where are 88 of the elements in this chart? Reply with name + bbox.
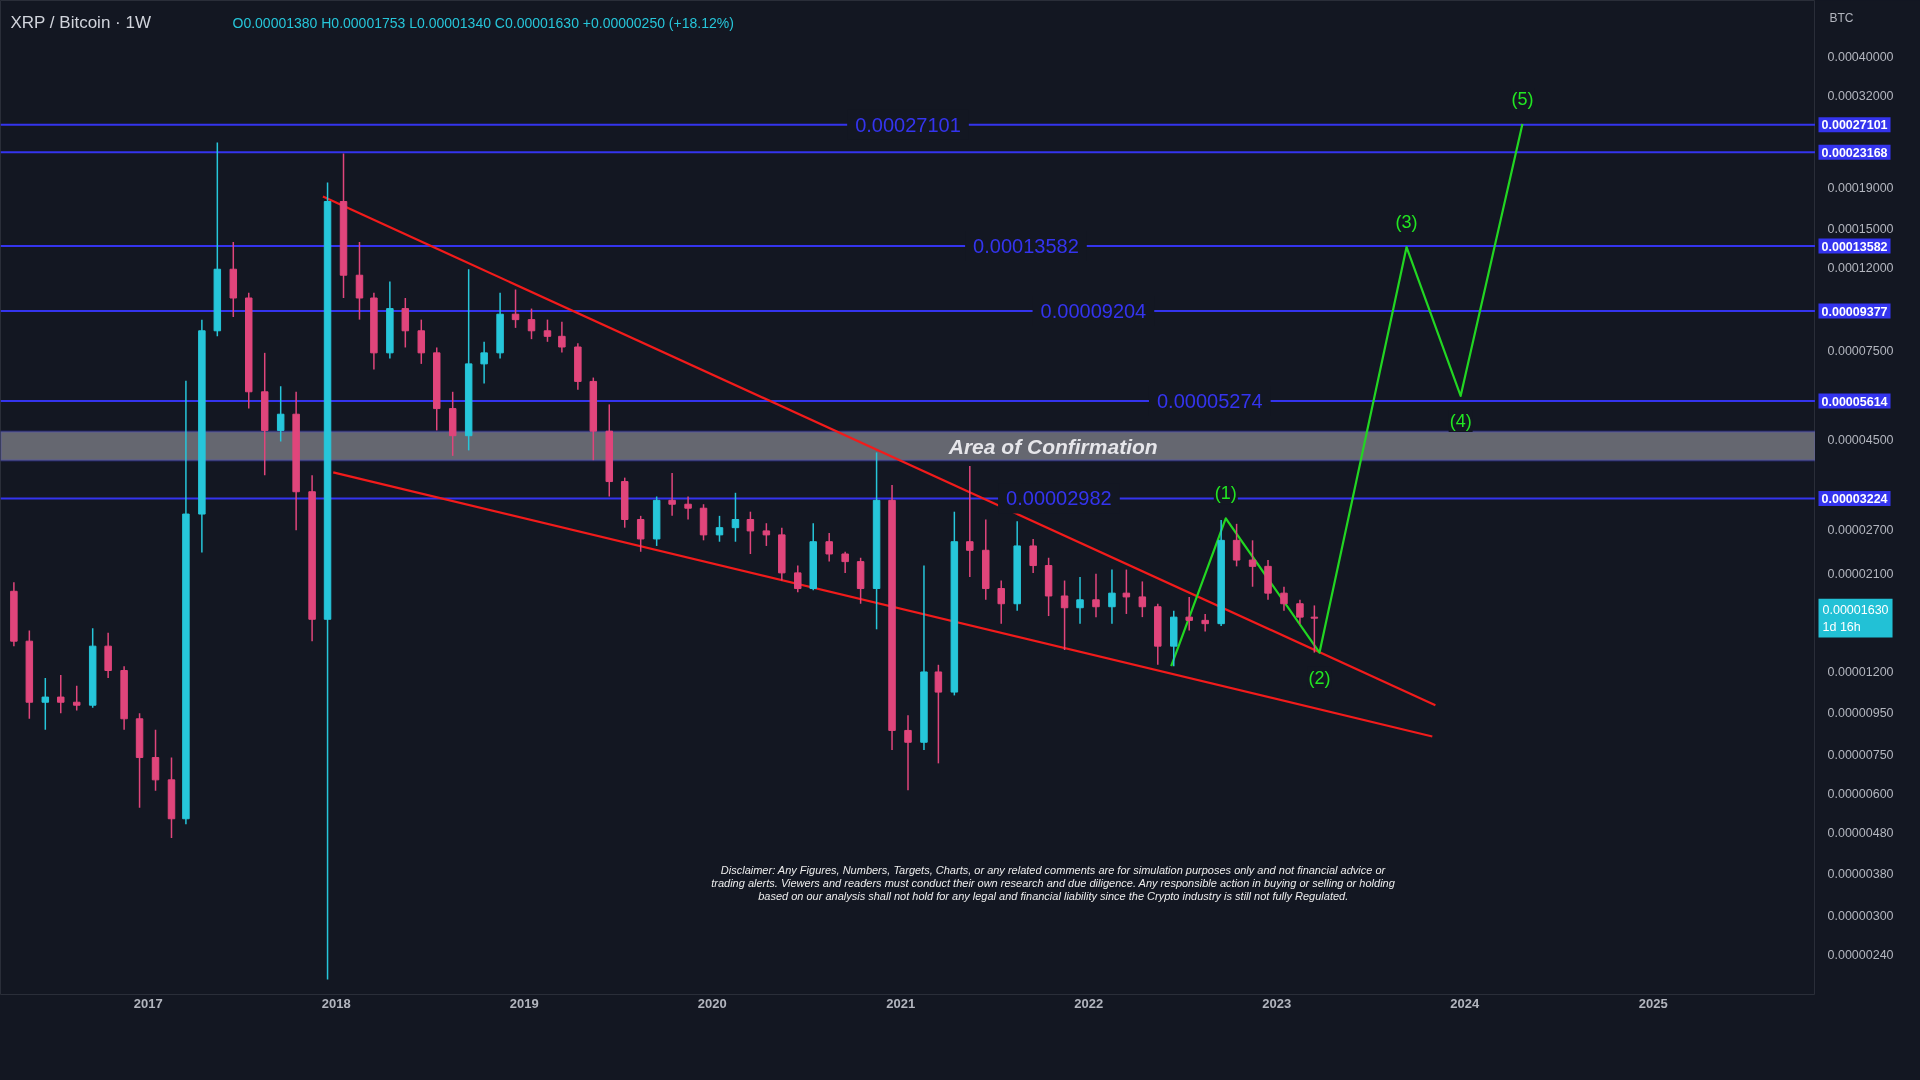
candlestick (1296, 599, 1304, 625)
candlestick (401, 297, 410, 349)
y-tick-label: 0.00015000 (1827, 222, 1894, 237)
y-axis-title: BTC (1829, 10, 1854, 25)
annotation: (4) (1449, 410, 1472, 431)
candlestick (997, 579, 1005, 625)
y-tick-label: 0.00007500 (1827, 343, 1894, 358)
candlestick (1310, 604, 1319, 654)
candlestick (276, 385, 285, 443)
ref-line-label: 0.00009377 (1821, 304, 1888, 319)
candlestick (1108, 568, 1116, 625)
ref-line-label: 0.00003224 (1821, 491, 1888, 506)
candlestick (72, 684, 81, 712)
candlestick (480, 341, 488, 385)
y-tick-label: 0.00002700 (1827, 523, 1894, 538)
ref-line-label: 0.00027101 (1821, 118, 1888, 133)
annotation: (3) (1395, 212, 1418, 233)
candlestick (527, 307, 536, 340)
candlestick (558, 321, 566, 354)
ref-line-label: 0.00013582 (1821, 239, 1888, 254)
band-label: Area of Confirmation (947, 434, 1158, 458)
y-tick-label: 0.00000480 (1827, 826, 1894, 841)
candlestick (151, 729, 160, 792)
x-tick-label: 2020 (697, 995, 727, 1011)
y-tick-label: 0.00000240 (1827, 947, 1894, 962)
x-tick-label: 2019 (509, 995, 539, 1011)
ref-line-label: 0.00023168 (1821, 145, 1888, 160)
candlestick (1201, 613, 1209, 633)
x-tick-label: 2023 (1262, 995, 1292, 1011)
candlestick (57, 674, 65, 714)
text: XRP / Bitcoin · 1W (10, 12, 151, 32)
y-tick-label: 0.00001200 (1827, 665, 1894, 680)
candlestick (636, 515, 645, 553)
x-tick-label: 2022 (1074, 995, 1104, 1011)
candlestick (355, 241, 364, 321)
candlestick (794, 564, 802, 593)
candlestick (543, 318, 552, 343)
candlestick (841, 551, 849, 574)
y-tick-label: 0.00000750 (1827, 747, 1894, 762)
annotation: Disclaimer: Any Figures, Numbers, Targets, Charts, or any related comments are for simulation purposes only and not financial advice or trading alerts. Viewers and readers must conduct their own research and due diligence. Any responsible action in buying or selling or holding based on our analysis shall not hold for any legal and financial liability since the Crypto industry is still not fully Regulated. (711, 863, 1396, 902)
y-tick-label: 0.00040000 (1827, 49, 1894, 64)
candlestick (1122, 568, 1131, 615)
candlestick (715, 515, 724, 543)
candlestick (904, 714, 912, 791)
candlestick (1092, 572, 1100, 618)
candlestick (966, 465, 974, 578)
annotation: (5) (1511, 89, 1534, 110)
y-tick-label: 0.00002100 (1827, 567, 1894, 582)
candlestick (684, 495, 692, 521)
x-tick-label: 2018 (321, 995, 351, 1011)
y-tick-label: 0.00000950 (1827, 706, 1894, 721)
candlestick (1248, 539, 1257, 588)
ref-line-label: 0.00005614 (1821, 394, 1888, 409)
y-tick-label: 0.00000600 (1827, 787, 1894, 802)
candlestick (1060, 579, 1069, 651)
text: 0.00001630 1d 16h (1822, 602, 1889, 634)
annotation: (1) (1214, 483, 1237, 504)
annotation: 0.00027101 (855, 113, 961, 136)
x-tick-label: 2017 (133, 995, 163, 1011)
x-tick-label: 2024 (1450, 995, 1480, 1011)
candlestick (417, 318, 426, 365)
annotation: 0.00013582 (973, 235, 1079, 258)
candlestick (1280, 585, 1288, 612)
y-tick-label: 0.00000300 (1827, 908, 1894, 923)
y-tick-label: 0.00012000 (1827, 261, 1894, 276)
candlestick (825, 532, 833, 563)
candlestick (1138, 580, 1147, 618)
x-tick-label: 2021 (886, 995, 916, 1011)
candlestick (746, 510, 755, 555)
candlestick (1185, 596, 1193, 632)
candlestick (1076, 576, 1084, 625)
candlestick (668, 472, 676, 517)
candlestick (1029, 538, 1037, 574)
candlestick (762, 522, 771, 547)
y-tick-label: 0.00000380 (1827, 867, 1894, 882)
annotation: 0.00005274 (1156, 390, 1263, 413)
annotation: 0.00002982 (1006, 487, 1112, 510)
y-tick-label: 0.00032000 (1827, 89, 1894, 104)
candlestick (934, 664, 943, 765)
annotation: 0.00009204 (1040, 300, 1147, 323)
y-tick-label: 0.00019000 (1827, 180, 1894, 195)
candlestick (731, 492, 740, 543)
text: O0.00001380 H0.00001753 L0.00001340 C0.00001630 +0.00000250 (+18.12%) (232, 14, 734, 31)
x-tick-label: 2025 (1638, 995, 1668, 1011)
candlestick (1232, 523, 1241, 568)
candlestick (41, 677, 50, 731)
y-tick-label: 0.00004500 (1827, 433, 1894, 448)
annotation: (2) (1308, 667, 1331, 688)
